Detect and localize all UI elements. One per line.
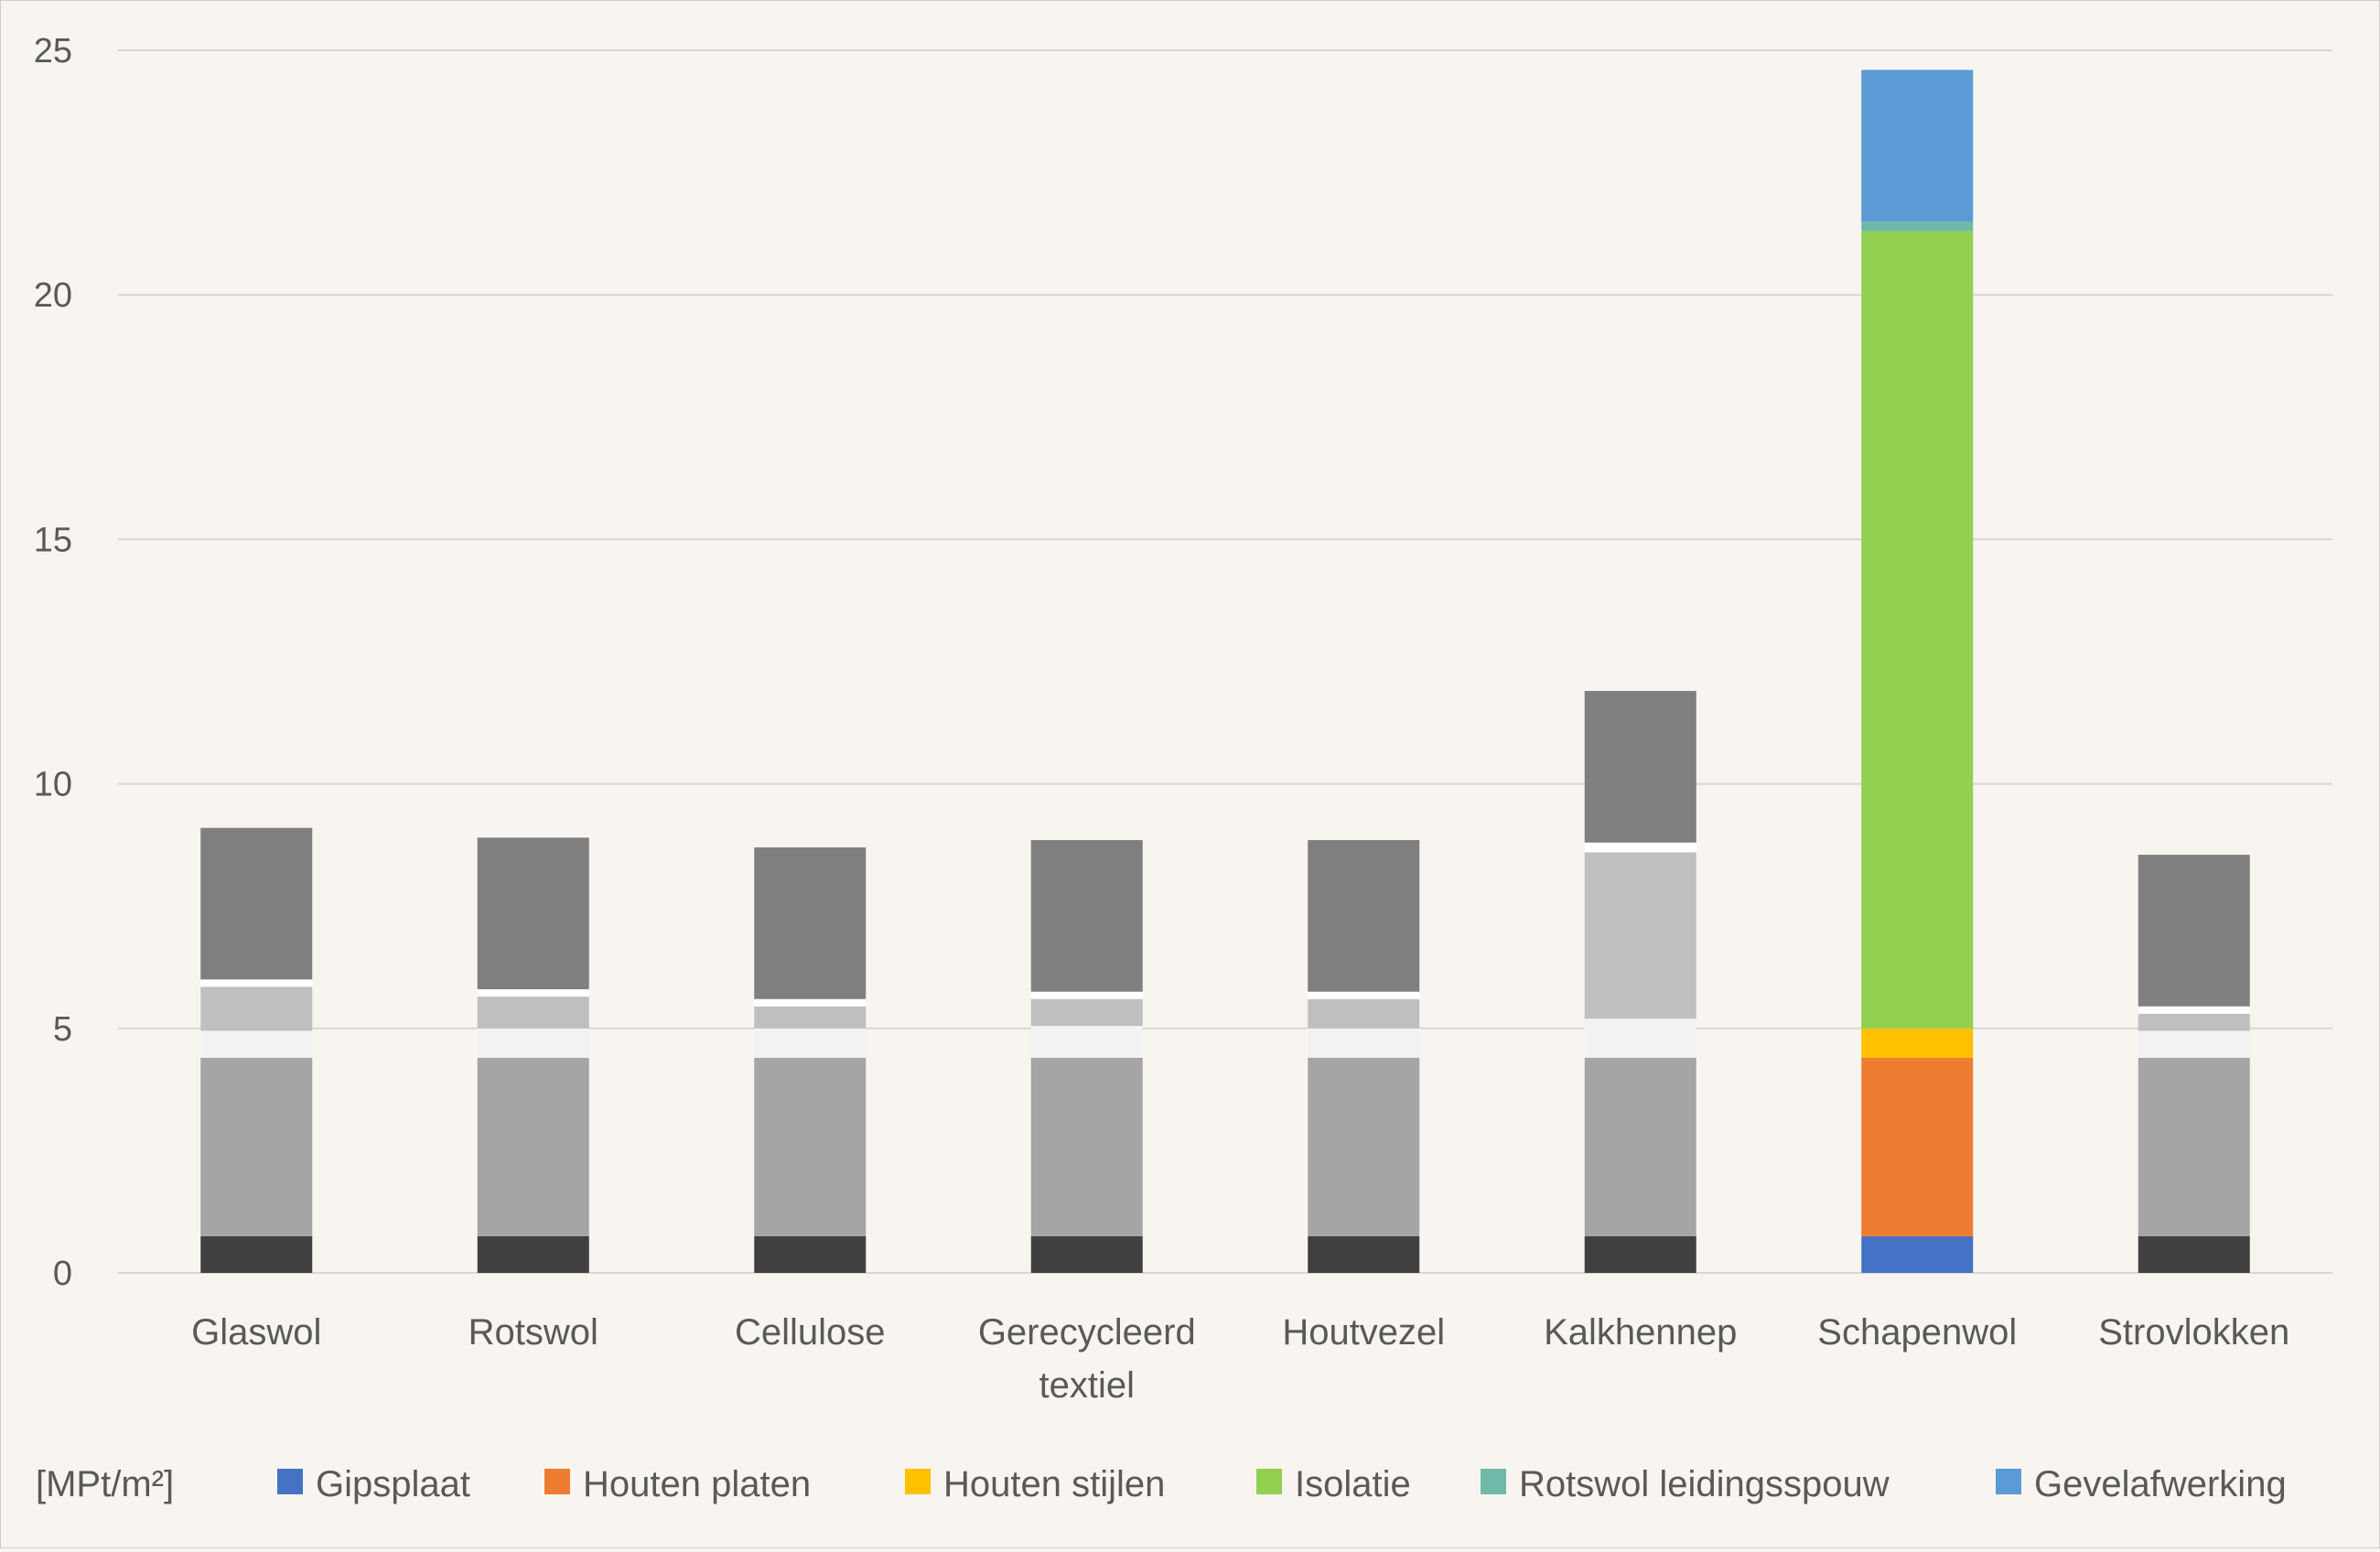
unit-label: [MPt/m²]: [36, 1464, 174, 1504]
legend-label: Gevelafwerking: [2034, 1464, 2287, 1504]
bar-segment: [2138, 1057, 2250, 1236]
y-tick-label: 20: [34, 276, 72, 315]
bar-segment: [200, 1235, 313, 1273]
legend-swatch: [905, 1469, 931, 1494]
bar-segment: [754, 1235, 867, 1273]
bar-segment: [2138, 1030, 2250, 1058]
bar-segment: [2138, 1013, 2250, 1031]
x-tick-label: Rotswol: [468, 1312, 598, 1353]
x-tick-label: Gerecycleerd: [978, 1312, 1196, 1353]
bar-segment: [200, 979, 313, 987]
bar-segment: [1584, 1018, 1696, 1058]
legend-swatch: [1996, 1469, 2021, 1494]
bar-segment: [1308, 1028, 1420, 1058]
y-tick-label: 10: [34, 766, 72, 804]
y-tick-label: 25: [34, 32, 72, 70]
bar-segment: [477, 989, 589, 997]
legend-swatch: [1256, 1469, 1282, 1494]
bar-segment: [1030, 998, 1143, 1027]
bar-segment: [1861, 231, 1974, 1029]
bar-segment: [1030, 1026, 1143, 1058]
bar-segment: [200, 827, 313, 980]
y-tick-label: 5: [53, 1010, 72, 1049]
x-tick-label: Strovlokken: [2098, 1312, 2289, 1353]
bar-segment: [1861, 70, 1974, 222]
bar-segment: [1584, 852, 1696, 1019]
bar-segment: [754, 998, 867, 1007]
x-tick-label: Cellulose: [735, 1312, 886, 1353]
bar-segment: [2138, 855, 2250, 1007]
bar-segment: [1861, 1057, 1974, 1236]
legend-label: Houten stijlen: [943, 1464, 1165, 1504]
legend-label: Houten platen: [583, 1464, 811, 1504]
legend-swatch: [277, 1469, 303, 1494]
legend-label: Gipsplaat: [316, 1464, 470, 1504]
bar-segment: [2138, 1235, 2250, 1273]
bar-segment: [1030, 991, 1143, 999]
y-tick-label: 15: [34, 521, 72, 559]
bar-segment: [1030, 1057, 1143, 1236]
bar-segment: [477, 1028, 589, 1058]
bar-segment: [754, 1006, 867, 1029]
bar-segment: [1308, 1057, 1420, 1236]
bar-segment: [200, 1030, 313, 1058]
x-tick-label: Schapenwol: [1817, 1312, 2017, 1353]
legend-swatch: [544, 1469, 570, 1494]
bar-segment: [1030, 840, 1143, 992]
bar-segment: [1308, 991, 1420, 999]
x-tick-label: Houtvezel: [1282, 1312, 1445, 1353]
bar-segment: [1584, 842, 1696, 853]
bar-segment: [477, 997, 589, 1029]
bar-segment: [1584, 691, 1696, 843]
bar-segment: [1584, 1057, 1696, 1236]
x-tick-label: Kalkhennep: [1544, 1312, 1737, 1353]
legend-swatch: [1481, 1469, 1506, 1494]
bar-segment: [1308, 1235, 1420, 1273]
bar-segment: [1861, 1028, 1974, 1058]
bar-segment: [1584, 1235, 1696, 1273]
bar-segment: [1308, 998, 1420, 1029]
bar-segment: [1861, 1235, 1974, 1273]
bar-segment: [754, 1057, 867, 1236]
bar-segment: [477, 1057, 589, 1236]
bar-segment: [1308, 840, 1420, 992]
bar-segment: [1030, 1235, 1143, 1273]
legend-label: Rotswol leidingsspouw: [1519, 1464, 1890, 1504]
x-tick-label: Glaswol: [191, 1312, 321, 1353]
bar-segment: [477, 1235, 589, 1273]
bar-segment: [2138, 1006, 2250, 1014]
x-tick-label: textiel: [1039, 1365, 1136, 1406]
bar-segment: [754, 847, 867, 999]
bar-segment: [200, 1057, 313, 1236]
legend-label: Isolatie: [1295, 1464, 1411, 1504]
bar-segment: [477, 837, 589, 990]
bar-segment: [200, 986, 313, 1031]
y-tick-label: 0: [53, 1255, 72, 1293]
bar-segment: [754, 1028, 867, 1058]
bar-segment: [1861, 221, 1974, 232]
